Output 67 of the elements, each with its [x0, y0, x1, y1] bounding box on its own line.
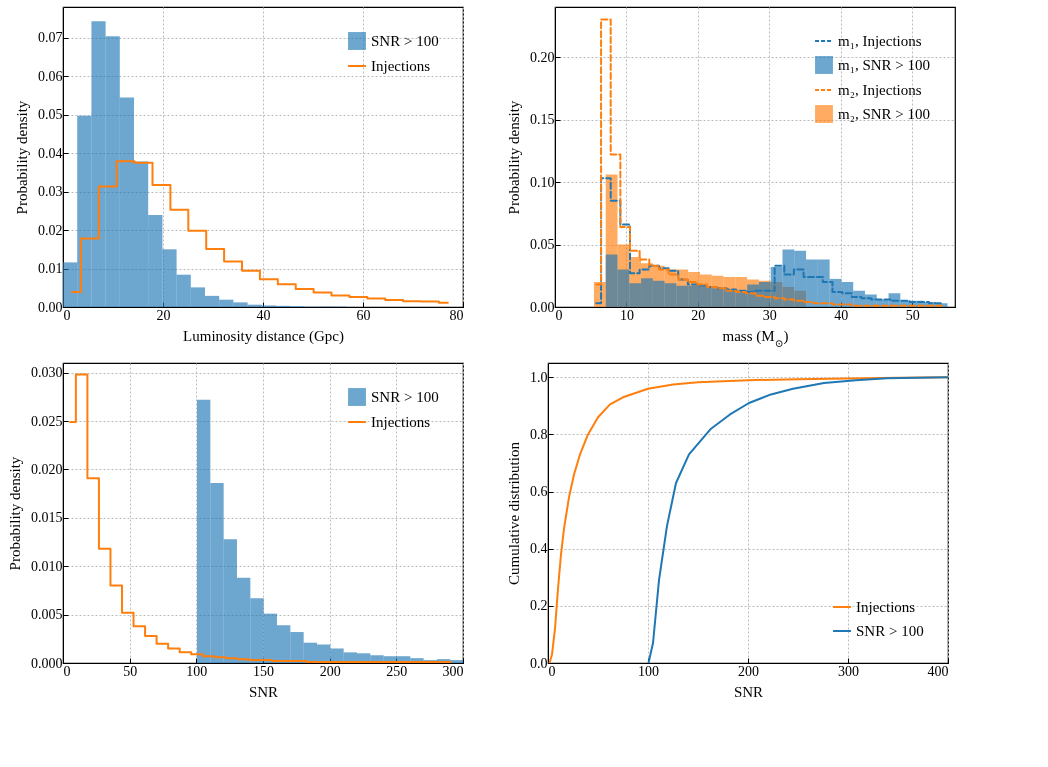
x-tick-label: 30	[762, 307, 777, 323]
y-axis-title: Probability density	[7, 456, 23, 571]
x-tick-label: 100	[638, 663, 659, 679]
y-tick-label: 0.2	[530, 598, 548, 614]
y-tick-label: 0.000	[31, 655, 63, 671]
y-tick-label: 0.07	[38, 30, 63, 46]
x-tick-label: 100	[186, 663, 208, 679]
y-tick-label: 0.04	[38, 145, 63, 161]
x-tick-label: 0	[63, 307, 71, 323]
y-tick-label: 0.6	[530, 484, 548, 500]
x-axis-title: SNR	[733, 683, 764, 700]
x-tick-label: 200	[319, 663, 341, 679]
y-tick-label: 0.4	[530, 541, 548, 557]
legend-label: Injections	[371, 414, 431, 430]
y-tick-label: 0.020	[31, 461, 63, 477]
x-axis-title: mass (M$_{⊙}$)	[722, 327, 789, 348]
y-tick-label: 0.15	[530, 112, 555, 127]
legend-label: m₂, SNR > 100	[838, 106, 931, 122]
y-tick-label: 1.0	[530, 369, 548, 385]
y-tick-label: 0.025	[31, 413, 63, 429]
x-tick-label: 300	[442, 663, 464, 679]
x-tick-label: 80	[449, 307, 464, 323]
y-axis-title: Cumulative distribution	[506, 441, 522, 585]
y-axis-title: Probability density	[506, 100, 522, 215]
y-tick-label: 0.0	[530, 655, 548, 671]
y-tick-label: 0.005	[31, 607, 63, 623]
y-tick-label: 0.030	[31, 365, 63, 381]
legend-label: m₂, Injections	[838, 82, 922, 98]
x-tick-label: 40	[834, 307, 849, 323]
y-tick-label: 0.02	[38, 222, 63, 238]
legend-label: m₁, SNR > 100	[838, 57, 931, 73]
legend-label: Injections	[371, 58, 431, 74]
y-tick-label: 0.06	[38, 68, 63, 84]
y-tick-label: 0.10	[530, 174, 555, 190]
y-tick-label: 0.010	[31, 558, 63, 574]
x-tick-label: 400	[927, 663, 949, 679]
x-tick-label: 0	[63, 663, 71, 679]
x-axis-title: Luminosity distance (Gpc)	[183, 327, 344, 345]
x-tick-label: 150	[253, 663, 274, 679]
x-tick-label: 60	[356, 307, 371, 323]
y-tick-label: 0.8	[530, 426, 548, 442]
y-tick-label: 0.05	[530, 237, 555, 252]
x-tick-label: 250	[386, 663, 408, 679]
x-tick-label: 300	[838, 663, 859, 679]
x-tick-label: 50	[905, 307, 920, 323]
x-tick-label: 20	[691, 307, 706, 323]
legend-label: SNR > 100	[856, 623, 924, 639]
x-tick-label: 0	[548, 663, 556, 679]
x-tick-label: 10	[619, 307, 634, 323]
y-tick-label: 0.20	[530, 49, 555, 65]
legend-label: m₁, Injections	[838, 33, 922, 49]
x-axis-title: SNR	[248, 683, 279, 700]
y-tick-label: 0.01	[38, 261, 63, 277]
legend-label: SNR > 100	[371, 389, 439, 405]
y-axis-title: Probability density	[14, 100, 30, 215]
y-tick-label: 0.00	[530, 299, 555, 315]
y-tick-label: 0.03	[38, 184, 63, 200]
x-tick-label: 0	[555, 307, 563, 323]
x-tick-label: 20	[156, 307, 171, 323]
y-tick-label: 0.00	[38, 299, 63, 315]
y-tick-label: 0.015	[31, 510, 63, 526]
x-tick-label: 40	[256, 307, 271, 323]
x-tick-label: 200	[738, 663, 759, 679]
x-tick-label: 50	[123, 663, 138, 679]
legend-label: Injections	[856, 599, 916, 615]
legend-label: SNR > 100	[371, 33, 439, 49]
y-tick-label: 0.05	[38, 107, 63, 123]
